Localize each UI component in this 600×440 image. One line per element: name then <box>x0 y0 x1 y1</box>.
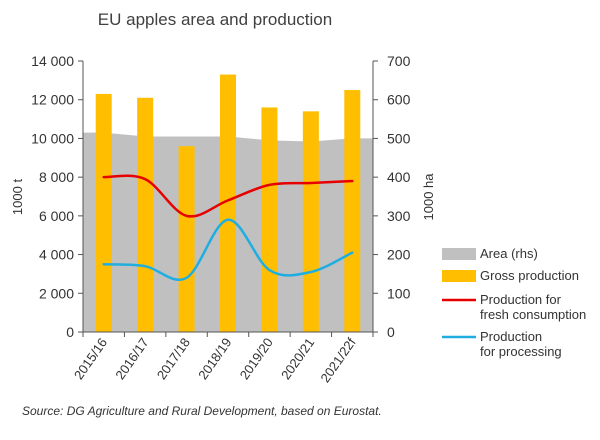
left-tick-label: 10 000 <box>31 130 74 146</box>
right-tick-label: 700 <box>387 53 411 69</box>
legend-production-for-processing-label: for processing <box>480 344 562 359</box>
left-tick-label: 12 000 <box>31 92 74 108</box>
left-tick-label: 8 000 <box>39 169 74 185</box>
fresh-consumption-line <box>102 174 354 218</box>
left-tick-label: 0 <box>66 324 74 340</box>
source-note: Source: DG Agriculture and Rural Develop… <box>22 404 382 418</box>
legend-gross-production-label: Gross production <box>480 268 579 283</box>
x-tick-label: 2016/17 <box>112 335 151 382</box>
left-tick-label: 14 000 <box>31 53 74 69</box>
processing-line <box>102 218 354 281</box>
x-tick-label: 2015/16 <box>71 335 110 382</box>
x-tick-label: 2020/21 <box>278 335 317 382</box>
chart-title: EU apples area and production <box>97 10 333 29</box>
legend-area-rhs-swatch <box>442 248 476 260</box>
left-tick-label: 2 000 <box>39 285 74 301</box>
left-tick-label: 4 000 <box>39 247 74 263</box>
legend-production-for-fresh-consumption-label: Production for <box>480 292 562 307</box>
right-tick-label: 0 <box>387 324 395 340</box>
bar-2015-16 <box>95 93 112 333</box>
right-tick-label: 200 <box>387 247 411 263</box>
legend-gross-production-swatch <box>442 270 476 282</box>
x-tick-label: 2018/19 <box>195 335 234 382</box>
right-axis-title: 1000 ha <box>421 173 436 221</box>
right-tick-label: 100 <box>387 285 411 301</box>
left-tick-label: 6 000 <box>39 208 74 224</box>
legend-area-rhs-label: Area (rhs) <box>480 246 538 261</box>
legend-production-for-fresh-consumption-label: fresh consumption <box>480 307 586 322</box>
right-tick-label: 300 <box>387 208 411 224</box>
bar-2017-18 <box>178 146 195 332</box>
left-axis-title: 1000 t <box>10 179 25 216</box>
legend-production-for-processing-label: Production <box>480 329 542 344</box>
chart-svg: 0 2 000 4 000 6 000 8 000 10 000 12 000 14 000 0… <box>10 53 586 385</box>
bar-2019-20 <box>261 107 278 332</box>
bar-2016-17 <box>137 97 154 333</box>
right-tick-label: 600 <box>387 92 411 108</box>
x-tick-label: 2019/20 <box>237 335 276 382</box>
bar-2020-21 <box>302 111 319 332</box>
x-tick-label: 2017/18 <box>154 335 193 382</box>
bar-2021-22f <box>344 90 361 333</box>
right-tick-label: 500 <box>387 130 411 146</box>
right-tick-label: 400 <box>387 169 411 185</box>
bar-2018-19 <box>220 74 236 333</box>
x-tick-label: 2021/22f <box>317 335 359 385</box>
